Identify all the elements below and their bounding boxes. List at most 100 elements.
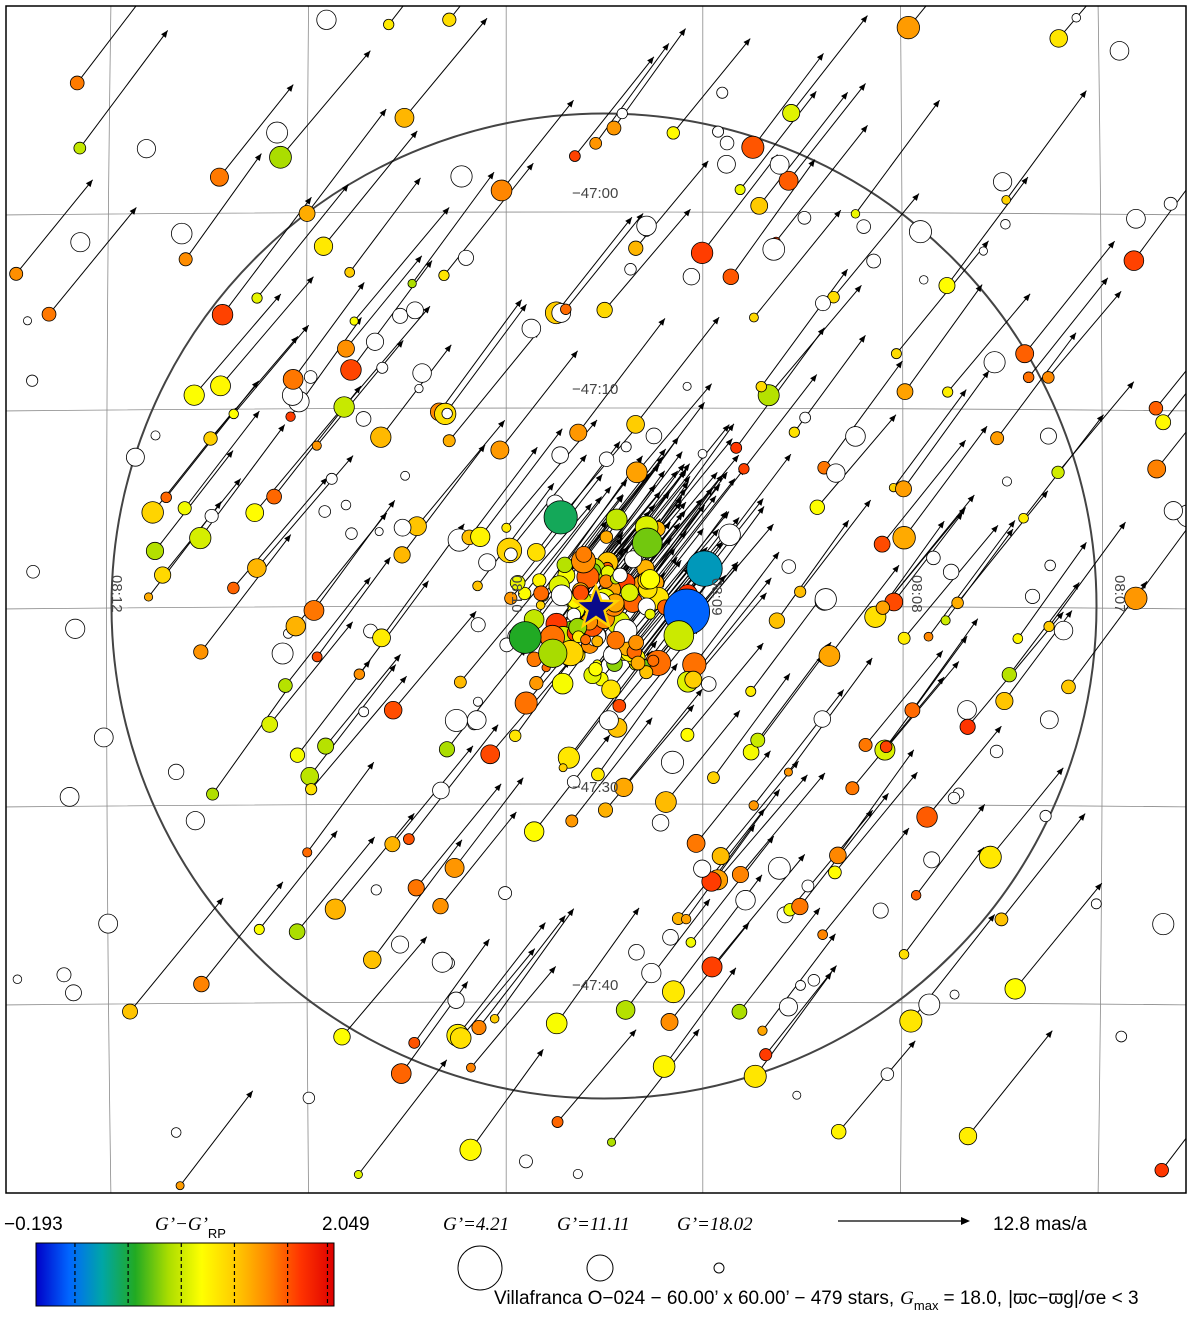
star-marker [873, 535, 891, 553]
proper-motion-arrowhead [216, 897, 224, 906]
proper-motion-arrowhead [932, 100, 940, 108]
star-marker [383, 700, 403, 720]
proper-motion-arrow [256, 184, 349, 299]
star-marker [122, 1003, 138, 1020]
proper-motion-arrow [663, 967, 737, 1067]
star-marker [247, 558, 267, 578]
proper-motion-arrow [440, 811, 517, 907]
star-marker [750, 732, 766, 748]
proper-motion-arrowhead [912, 193, 919, 201]
proper-motion-arrowhead [645, 717, 653, 726]
proper-motion-arrowhead [936, 650, 943, 659]
star-marker-nonmember [792, 1090, 802, 1100]
star-marker [1124, 586, 1148, 610]
proper-motion-arrowhead [466, 745, 474, 754]
proper-motion-arrowhead [705, 487, 713, 496]
proper-motion-arrow [560, 423, 640, 518]
proper-motion-arrow [444, 303, 527, 415]
star-marker [543, 500, 578, 535]
proper-motion-arrow [740, 772, 826, 875]
star-marker-nonmember [983, 351, 1006, 374]
proper-motion-arrowhead [701, 160, 709, 169]
star-marker [923, 631, 934, 642]
proper-motion-arrowhead [393, 654, 401, 662]
ra-tick-label-5: 08:07 [1111, 575, 1128, 613]
star-marker [143, 592, 154, 602]
star-marker-nonmember [370, 884, 382, 896]
star-marker [1148, 401, 1164, 416]
proper-motion-arrowhead [892, 565, 900, 573]
proper-motion-arrowhead [732, 517, 740, 525]
star-marker [896, 15, 920, 40]
star-marker [1015, 344, 1035, 364]
proper-motion-arrow [408, 724, 499, 840]
star-marker [639, 569, 661, 590]
star-marker [324, 898, 346, 920]
proper-motion-arrowhead [952, 661, 959, 669]
proper-motion-arrow [1047, 290, 1122, 378]
proper-motion-arrow [415, 783, 502, 889]
proper-motion-arrow [657, 423, 735, 530]
proper-motion-arrow [280, 50, 371, 158]
star-marker [551, 672, 574, 695]
proper-motion-arrow [571, 717, 653, 822]
proper-motion-arrowhead [959, 389, 967, 397]
proper-motion-arrow [416, 419, 506, 527]
star-marker [750, 196, 769, 215]
star-marker [69, 75, 85, 91]
proper-motion-arrowhead [233, 478, 241, 486]
proper-motion-arrowhead [440, 1059, 447, 1068]
star-marker-nonmember [59, 787, 80, 807]
star-marker [684, 670, 703, 689]
star-marker-nonmember [358, 706, 370, 718]
proper-motion-arrowhead [647, 56, 654, 65]
star-marker-nonmember [1001, 476, 1012, 487]
star-marker [680, 913, 692, 925]
proper-motion-arrowhead [659, 448, 666, 457]
star-marker [178, 252, 193, 267]
proper-motion-arrow [501, 99, 574, 191]
star-marker-nonmember [701, 676, 717, 692]
star-marker [601, 679, 621, 700]
star-marker-nonmember [150, 430, 161, 441]
proper-motion-arrowhead [1006, 529, 1014, 537]
proper-motion-arrowhead [958, 440, 966, 448]
star-marker [652, 1055, 676, 1078]
proper-motion-arrow [881, 439, 966, 545]
proper-motion-arrowhead [85, 179, 93, 188]
star-marker [663, 620, 695, 651]
proper-motion-arrowhead [756, 498, 764, 506]
star-marker [459, 1138, 482, 1161]
star-marker [959, 718, 976, 735]
proper-motion-arrow [392, 611, 477, 711]
star-marker [407, 278, 417, 289]
proper-motion-arrowhead [1021, 177, 1028, 185]
star-marker-nonmember [815, 295, 831, 312]
proper-motion-arrowhead [695, 689, 703, 697]
proper-motion-arrow [478, 915, 566, 1028]
star-marker [828, 865, 842, 880]
proper-motion-arrow [577, 318, 666, 433]
proper-motion-arrow [269, 621, 354, 725]
proper-motion-arrowhead [129, 207, 137, 215]
proper-motion-arrow [256, 455, 354, 569]
star-marker-nonmember [682, 381, 692, 391]
proper-motion-arrowhead [650, 640, 657, 649]
star-marker [1022, 371, 1035, 383]
proper-motion-arrow [757, 641, 832, 741]
proper-motion-arrowhead [829, 965, 837, 973]
proper-motion-arrowhead [982, 370, 989, 379]
star-marker-nonmember [450, 165, 473, 188]
star-marker [535, 600, 546, 610]
proper-motion-arrow [154, 450, 234, 552]
proper-motion-arrowhead [567, 908, 574, 917]
proper-motion-arrowhead [566, 100, 574, 108]
star-marker-nonmember [498, 886, 513, 900]
star-marker-nonmember [170, 1127, 182, 1138]
proper-motion-arrow [635, 316, 720, 425]
star-marker [390, 1063, 412, 1084]
proper-motion-arrow [201, 881, 284, 985]
proper-motion-arrow [357, 1059, 448, 1175]
proper-motion-arrow [1161, 1137, 1186, 1171]
star-marker [303, 600, 325, 621]
